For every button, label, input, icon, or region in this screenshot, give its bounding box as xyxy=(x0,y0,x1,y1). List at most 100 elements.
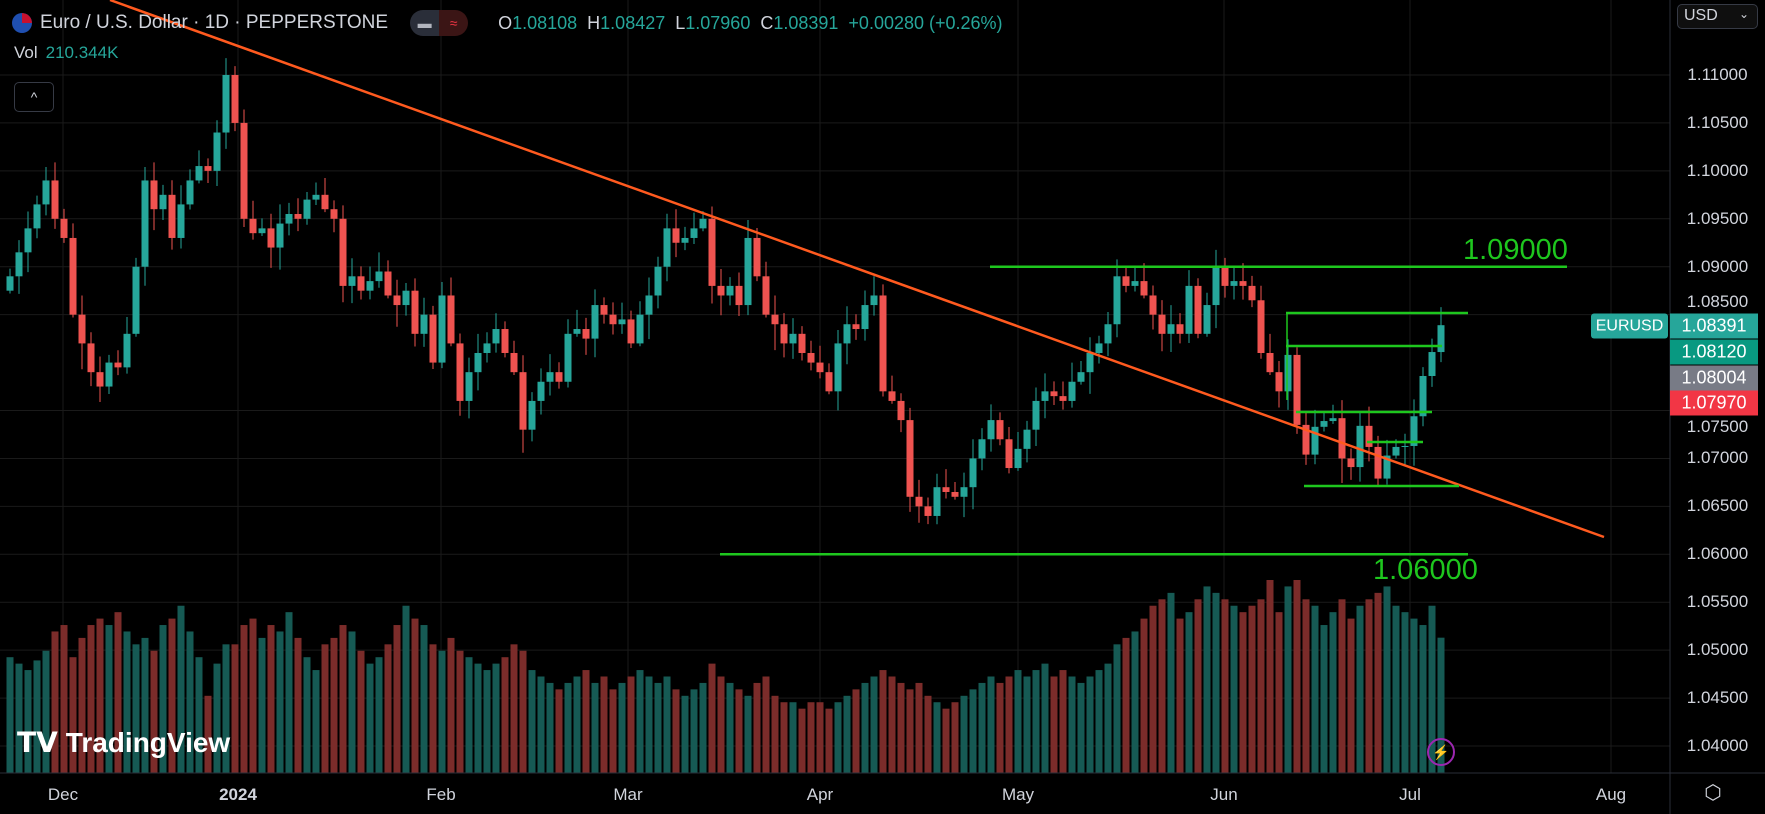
volume-bar xyxy=(510,644,518,773)
volume-bar xyxy=(1023,676,1031,773)
volume-bar xyxy=(366,663,374,773)
volume-bar xyxy=(897,682,905,773)
candle-body xyxy=(1005,439,1013,469)
volume-bar xyxy=(1266,580,1274,773)
volume-bar xyxy=(708,663,716,773)
volume-bar xyxy=(789,702,797,773)
candle-body xyxy=(1023,429,1031,449)
volume-bar xyxy=(177,605,185,773)
candle-body xyxy=(96,372,104,387)
tradingview-logo[interactable]: 𝗧𝗩 TradingView xyxy=(17,726,230,759)
volume-bar xyxy=(276,631,284,773)
candle-body xyxy=(537,381,545,401)
candle-body xyxy=(393,295,401,306)
level-label-lower: 1.06000 xyxy=(1373,554,1478,586)
volume-bar xyxy=(1383,586,1391,773)
lightning-icon[interactable]: ⚡ xyxy=(1427,738,1455,766)
volume-bar xyxy=(492,663,500,773)
volume-bar xyxy=(447,637,455,773)
currency-value: USD xyxy=(1684,7,1718,24)
collapse-legend-button[interactable]: ^ xyxy=(14,82,54,112)
volume-bar xyxy=(816,702,824,773)
logo-text: TradingView xyxy=(65,726,231,758)
volume-bar xyxy=(555,689,563,773)
candle-body xyxy=(1275,372,1283,392)
volume-bar xyxy=(1068,676,1076,773)
wave-icon[interactable]: ≈ xyxy=(439,10,469,36)
candle-body xyxy=(1212,266,1220,306)
candle-body xyxy=(789,333,797,344)
volume-bar xyxy=(870,676,878,773)
volume-bar xyxy=(1185,612,1193,773)
volume-bar xyxy=(1329,612,1337,773)
volume-bar xyxy=(402,605,410,773)
volume-bar xyxy=(645,676,653,773)
bar-icon[interactable]: ▬ xyxy=(410,10,440,36)
candle-body xyxy=(51,180,59,219)
volume-bar xyxy=(1230,605,1238,773)
candle-body xyxy=(294,213,302,219)
candle-body xyxy=(897,400,905,421)
candle-body xyxy=(339,218,347,286)
candle-body xyxy=(1239,281,1247,286)
open-value: 1.08108 xyxy=(512,12,578,33)
settings-icon[interactable]: ⬡ xyxy=(1704,782,1722,804)
candle-body xyxy=(699,218,707,229)
time-label-feb: Feb xyxy=(426,785,456,804)
candle-body xyxy=(1230,281,1238,286)
volume-bar xyxy=(825,708,833,773)
volume-bar xyxy=(879,670,887,773)
candle-body xyxy=(843,324,851,344)
candle-body xyxy=(231,75,239,123)
volume-bar xyxy=(1158,599,1166,773)
volume-bar xyxy=(924,695,932,773)
volume-bar xyxy=(1014,670,1022,773)
candle-body xyxy=(357,276,365,291)
currency-select[interactable]: USD ⌄ xyxy=(1677,4,1758,29)
candle-body xyxy=(861,305,869,330)
volume-legend: Vol 210.344K xyxy=(14,43,118,63)
candle-body xyxy=(456,343,464,401)
candle-body xyxy=(69,237,77,315)
symbol-title[interactable]: Euro / U.S. Dollar · 1D · PEPPERSTONE xyxy=(40,12,389,33)
candle-body xyxy=(150,180,158,210)
candle-body xyxy=(492,329,500,344)
candle-body xyxy=(672,228,680,243)
volume-bar xyxy=(951,702,959,773)
volume-bar xyxy=(429,644,437,773)
price-tick-label: 1.06500 xyxy=(1686,496,1749,516)
candle-body xyxy=(564,333,572,382)
volume-bar xyxy=(1410,618,1418,773)
volume-bar xyxy=(663,676,671,773)
price-tick-label: 1.09000 xyxy=(1686,256,1749,276)
volume-bar xyxy=(105,625,113,773)
candle-body xyxy=(1167,324,1175,334)
candle-body xyxy=(213,132,221,171)
price-tick-label: 1.11000 xyxy=(1687,65,1748,84)
candle-body xyxy=(1293,354,1301,425)
candle-body xyxy=(870,295,878,306)
candle-body xyxy=(1086,352,1094,373)
volume-bar xyxy=(546,682,554,773)
candle-body xyxy=(87,343,95,373)
candle-body xyxy=(591,305,599,339)
volume-bar xyxy=(1050,676,1058,773)
volume-bar xyxy=(474,663,482,773)
candle-body xyxy=(1266,352,1274,373)
volume-bar xyxy=(528,670,536,773)
candle-body xyxy=(1077,372,1085,382)
volume-bar xyxy=(681,695,689,773)
volume-bar xyxy=(285,612,293,773)
candle-body xyxy=(204,166,212,171)
price-tick-label: 1.10000 xyxy=(1686,160,1749,180)
time-label-jul: Jul xyxy=(1399,785,1421,804)
volume-bar xyxy=(726,682,734,773)
candle-body xyxy=(1401,445,1409,447)
volume-bar xyxy=(159,625,167,773)
volume-bar xyxy=(1311,605,1319,773)
candle-body xyxy=(708,218,716,286)
candle-body xyxy=(816,362,824,373)
volume-bar xyxy=(1437,637,1445,773)
chart-toggle[interactable]: ▬ ≈ xyxy=(410,10,469,36)
